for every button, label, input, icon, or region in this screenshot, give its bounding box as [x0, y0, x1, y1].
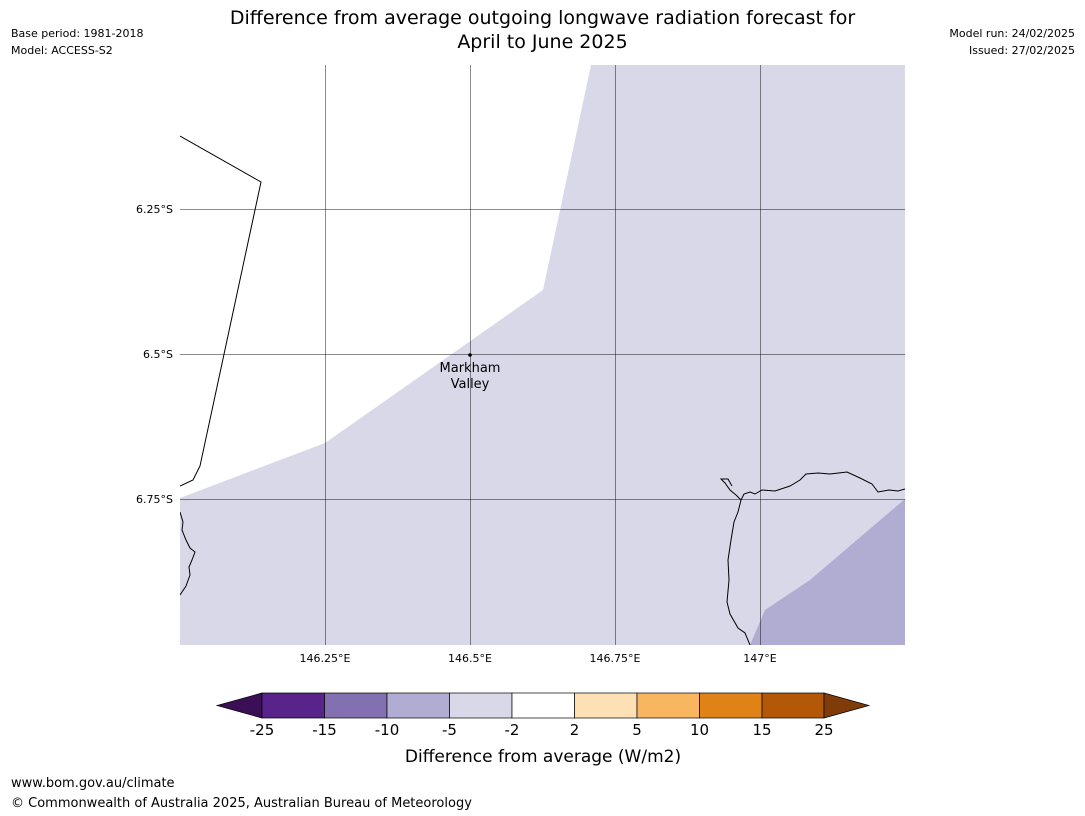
colorbar-tick-label: -2 [505, 721, 520, 739]
colorbar-swatch [761, 692, 825, 719]
lon-tick-label: 146.25°E [300, 652, 351, 665]
base-period-text: Base period: 1981-2018 [11, 27, 144, 40]
colorbar-swatch-max-extend [823, 692, 871, 719]
colorbar-swatch [699, 692, 763, 719]
colorbar-swatch [449, 692, 513, 719]
colorbar-swatch [636, 692, 700, 719]
colorbar-tick-label: 10 [690, 721, 709, 739]
lon-tick-label: 146.75°E [590, 652, 641, 665]
footer-copyright: © Commonwealth of Australia 2025, Austra… [11, 796, 472, 811]
lat-tick-label: 6.25°S [136, 203, 173, 216]
colorbar-swatch [511, 692, 575, 719]
colorbar-tick-label: 5 [632, 721, 642, 739]
lon-tick-label: 146.5°E [448, 652, 492, 665]
colorbar-swatch [324, 692, 388, 719]
colorbar-tick-label: 25 [814, 721, 833, 739]
map-plot-area [180, 65, 905, 645]
colorbar-swatch [574, 692, 638, 719]
footer-url: www.bom.gov.au/climate [11, 776, 175, 791]
coastlines [180, 135, 905, 645]
lat-tick-label: 6.5°S [143, 348, 173, 361]
gridlines [180, 65, 905, 645]
colorbar-tick-label: -10 [375, 721, 400, 739]
issued-text: Issued: 27/02/2025 [968, 44, 1075, 57]
boundary-line [180, 135, 262, 487]
colorbar-swatches [215, 692, 871, 719]
colorbar-title: Difference from average (W/m2) [405, 747, 681, 767]
markham-valley-marker-icon [468, 353, 472, 357]
place-label-line-1: Markham [440, 361, 501, 376]
colorbar-tick-label: -5 [442, 721, 457, 739]
colorbar-tick-label: -25 [250, 721, 275, 739]
lat-tick-label: 6.75°S [136, 493, 173, 506]
region-minus10-to-minus5 [750, 499, 905, 645]
colorbar-swatch-min-extend [215, 692, 263, 719]
colorbar-tick-label: 15 [752, 721, 771, 739]
colorbar-tick-label: 2 [570, 721, 580, 739]
region-minus5-to-minus2 [180, 65, 905, 645]
colorbar-swatch [386, 692, 450, 719]
title-line-2: April to June 2025 [457, 31, 628, 53]
model-text: Model: ACCESS-S2 [11, 44, 113, 57]
colorbar-tick-labels: -25 -15 -10 -5 -2 2 5 10 15 25 [250, 721, 834, 739]
east-coastline [726, 471, 905, 645]
east-coastline-inlet [719, 478, 742, 501]
chart-title: Difference from average outgoing longwav… [0, 6, 1085, 54]
lon-tick-label: 147°E [743, 652, 776, 665]
model-run-text: Model run: 24/02/2025 [949, 27, 1075, 40]
colorbar-swatch [261, 692, 325, 719]
west-coastline [180, 511, 196, 596]
place-label-line-2: Valley [451, 377, 490, 392]
colorbar-tick-label: -15 [312, 721, 337, 739]
title-line-1: Difference from average outgoing longwav… [229, 7, 856, 29]
